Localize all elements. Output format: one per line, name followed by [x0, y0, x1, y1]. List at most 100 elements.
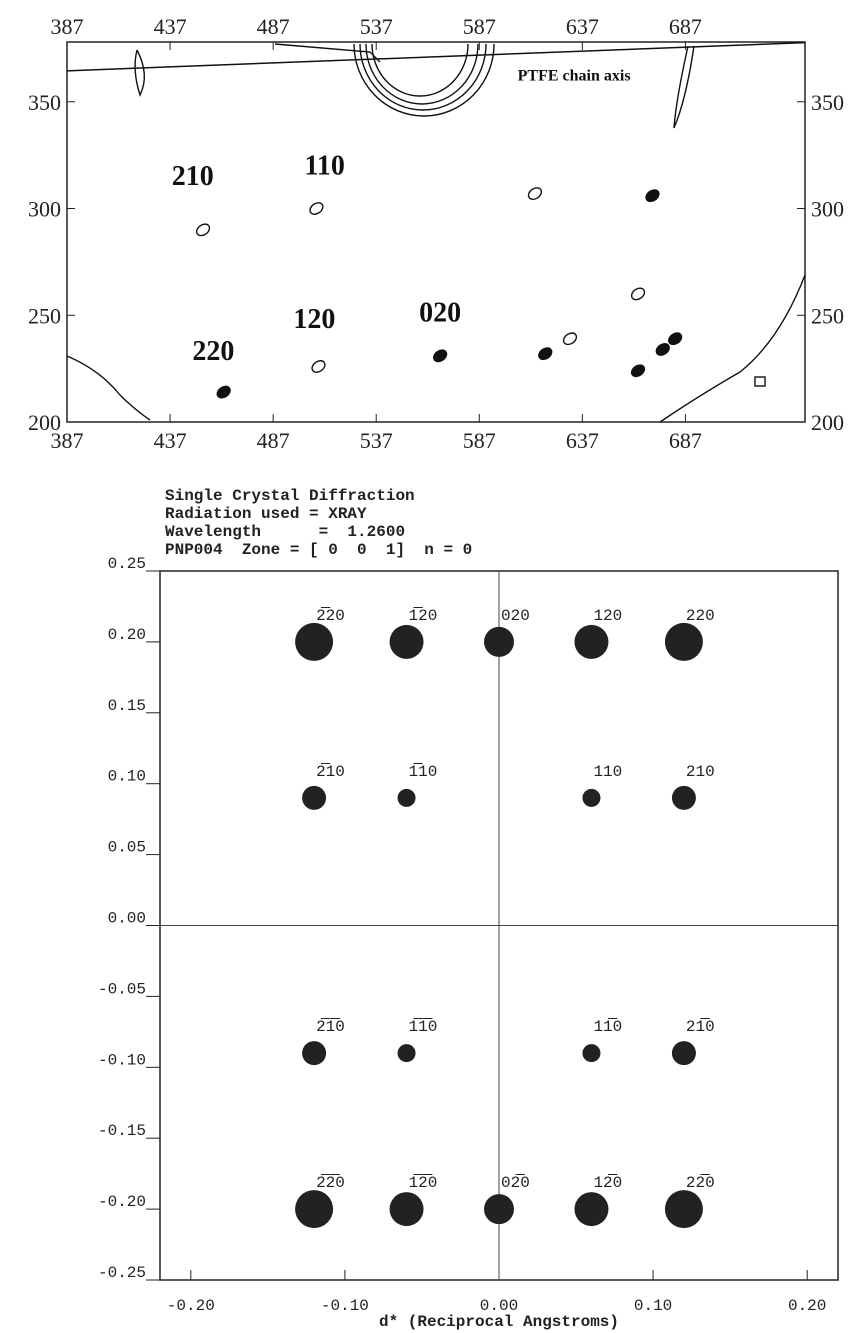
- reflection: [398, 1044, 416, 1062]
- x-tick-label: 587: [463, 428, 496, 453]
- y-tick-label: -0.15: [98, 1122, 146, 1140]
- reflection-label: 2̅20: [316, 606, 345, 625]
- contour: [755, 377, 765, 386]
- contour: [135, 50, 144, 95]
- reflection: [390, 1192, 424, 1226]
- reflection: [672, 786, 696, 810]
- x-tick-label: -0.10: [321, 1297, 369, 1315]
- title-line: Single Crystal Diffraction: [165, 487, 415, 505]
- page: 3873874374374874875375375875876376376876…: [0, 0, 857, 1333]
- contour: [67, 356, 150, 420]
- reflection: [302, 786, 326, 810]
- reflection-label: 220: [686, 607, 715, 625]
- y-tick-label: 200: [28, 410, 61, 435]
- diffraction-spot: [629, 286, 646, 302]
- x-tick-label: 487: [257, 14, 290, 39]
- reflection: [302, 1041, 326, 1065]
- y-tick-label: 300: [811, 197, 844, 222]
- y-tick-label: -0.05: [98, 980, 146, 998]
- reflection: [582, 1044, 600, 1062]
- contour: [674, 46, 694, 128]
- reflection-label: 11̅0: [593, 1017, 622, 1036]
- x-tick-label: 437: [154, 14, 187, 39]
- y-tick-label: 0.10: [108, 768, 146, 786]
- diffraction-spot: [310, 358, 327, 374]
- diffraction-spot: [654, 341, 671, 357]
- chain-axis-line: [67, 43, 805, 71]
- reflection-label: 110: [593, 763, 622, 781]
- x-tick-label: 387: [51, 14, 84, 39]
- figure: 3873874374374874875375375875876376376876…: [0, 0, 857, 1333]
- diffraction-spot: [537, 346, 554, 362]
- reflection-label: 1̅2̅0: [409, 1173, 438, 1192]
- reflection: [582, 789, 600, 807]
- x-tick-label: 687: [669, 428, 702, 453]
- x-tick-label: -0.20: [167, 1297, 215, 1315]
- reflection-label: 1̅20: [409, 606, 438, 625]
- contour: [372, 44, 468, 96]
- diffraction-spot: [644, 188, 661, 204]
- reflection: [672, 1041, 696, 1065]
- reflection-label: 02̅0: [501, 1173, 530, 1192]
- y-tick-label: 350: [811, 90, 844, 115]
- reflection-label: 1̅1̅0: [409, 1017, 438, 1036]
- diffraction-spot: [561, 331, 578, 347]
- annotation: 020: [419, 298, 461, 329]
- reflection: [484, 1194, 514, 1224]
- y-tick-label: 0.25: [108, 555, 146, 573]
- contour-lines: [67, 44, 805, 422]
- diffraction-spot: [194, 222, 211, 238]
- contour: [660, 275, 805, 422]
- reflection-label: 2̅1̅0: [316, 1017, 345, 1036]
- y-tick-label: 300: [28, 197, 61, 222]
- y-tick-label: -0.10: [98, 1051, 146, 1069]
- reflection-label: 12̅0: [593, 1173, 622, 1192]
- reflection-label: 120: [593, 607, 622, 625]
- y-tick-label: 0.20: [108, 626, 146, 644]
- y-tick-label: 0.15: [108, 697, 146, 715]
- reflection: [390, 625, 424, 659]
- reflection-label: 210: [686, 763, 715, 781]
- annotation: 110: [304, 150, 344, 181]
- x-tick-label: 687: [669, 14, 702, 39]
- reflection: [574, 1192, 608, 1226]
- reflection: [665, 1190, 703, 1228]
- x-axis-label: d* (Reciprocal Angstroms): [379, 1313, 619, 1331]
- y-tick-label: 0.00: [108, 910, 146, 928]
- x-tick-label: 587: [463, 14, 496, 39]
- reflection-label: 2̅2̅0: [316, 1173, 345, 1192]
- diffraction-spot: [432, 348, 449, 364]
- x-tick-label: 487: [257, 428, 290, 453]
- diffraction-spot: [629, 363, 646, 379]
- title-line: Radiation used = XRAY: [165, 505, 367, 523]
- y-tick-label: 350: [28, 90, 61, 115]
- diffraction-spot: [526, 185, 543, 201]
- x-tick-label: 437: [154, 428, 187, 453]
- x-tick-label: 0.10: [634, 1297, 672, 1315]
- y-tick-label: -0.25: [98, 1264, 146, 1282]
- reflection: [665, 623, 703, 661]
- y-tick-label: 250: [28, 303, 61, 328]
- x-tick-label: 637: [566, 14, 599, 39]
- title-line: Wavelength = 1.2600: [165, 523, 405, 541]
- annotation: 210: [172, 161, 214, 192]
- x-tick-label: 0.20: [788, 1297, 826, 1315]
- y-tick-label: -0.20: [98, 1193, 146, 1211]
- reflection: [574, 625, 608, 659]
- x-tick-label: 537: [360, 428, 393, 453]
- annotation: 120: [293, 304, 335, 335]
- diffraction-spot: [667, 331, 684, 347]
- reflection: [398, 789, 416, 807]
- diffraction-spot: [215, 384, 232, 400]
- y-tick-label: 250: [811, 303, 844, 328]
- diffraction-spot: [308, 200, 325, 216]
- reflection: [295, 623, 333, 661]
- title-line: PNP004 Zone = [ 0 0 1] n = 0: [165, 541, 472, 559]
- y-tick-label: 200: [811, 410, 844, 435]
- x-tick-label: 537: [360, 14, 393, 39]
- y-tick-label: 0.05: [108, 839, 146, 857]
- x-tick-label: 637: [566, 428, 599, 453]
- contour-frame: [67, 42, 805, 422]
- annotation: 220: [192, 336, 234, 367]
- reflection-label: 2̅10: [316, 762, 345, 781]
